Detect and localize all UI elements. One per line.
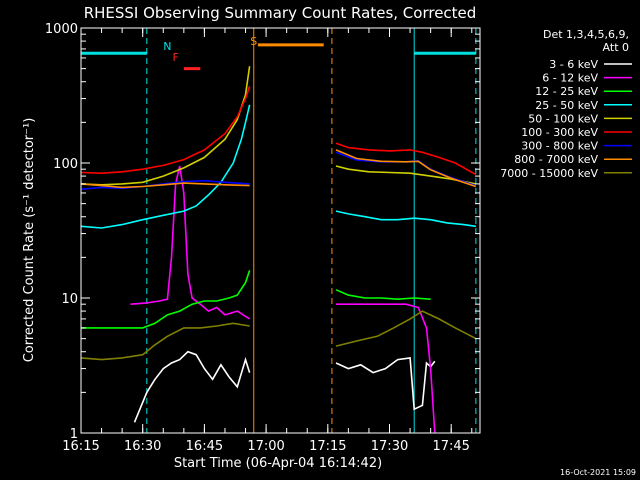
series-line-2 — [81, 270, 431, 329]
instrument-flag-bars — [81, 43, 476, 71]
legend-label-3: 25 - 50 keV — [535, 99, 598, 112]
y-tick-label-2: 100 — [53, 157, 78, 172]
series-line-4 — [80, 66, 477, 186]
legend-label-2: 12 - 25 keV — [535, 85, 598, 98]
y-axis-label: Corrected Count Rate (s⁻¹ detector⁻¹) — [22, 118, 37, 363]
plot-frame — [80, 27, 481, 434]
legend-label-0: 3 - 6 keV — [549, 58, 598, 71]
legend-label-8: 7000 - 15000 keV — [500, 167, 598, 180]
legend-label-5: 100 - 300 keV — [521, 126, 598, 139]
y-axis: 1 10 100 1000 — [45, 22, 480, 442]
state-change-lines — [146, 28, 477, 433]
x-tick-label-0: 16:15 — [62, 439, 99, 454]
legend-header-0: Det 1,3,4,5,6,9, — [543, 28, 629, 41]
y-tick-label-0: 1 — [70, 427, 78, 442]
x-tick-label-3: 17:00 — [247, 439, 284, 454]
series-line-6 — [80, 151, 477, 190]
series-line-3 — [80, 104, 477, 229]
legend-header-1: Att 0 — [603, 41, 629, 54]
legend-label-1: 6 - 12 keV — [542, 72, 598, 85]
series-line-1 — [130, 165, 436, 434]
y-tick-label-1: 10 — [61, 292, 78, 307]
x-axis-label: Start Time (06-Apr-04 16:14:42) — [174, 456, 382, 471]
y-tick-label-3: 1000 — [45, 22, 78, 37]
x-tick-label-1: 16:30 — [124, 439, 161, 454]
x-tick-label-6: 17:45 — [432, 439, 469, 454]
legend-label-4: 50 - 100 keV — [528, 112, 598, 125]
series-lines — [80, 66, 477, 434]
series-line-5 — [80, 86, 477, 176]
series-line-0 — [133, 350, 436, 423]
annotation-0: N — [163, 40, 171, 53]
x-tick-label-2: 16:45 — [186, 439, 223, 454]
legend-label-7: 800 - 7000 keV — [514, 153, 598, 166]
footer-timestamp: 16-Oct-2021 15:09 — [560, 468, 636, 477]
x-tick-label-5: 17:30 — [371, 439, 408, 454]
annotation-2: S — [250, 35, 257, 48]
x-axis: 16:15 16:30 16:45 17:00 17:15 17:30 17:45 — [62, 28, 473, 454]
annotation-1: F — [172, 51, 178, 64]
legend-label-6: 300 - 800 keV — [521, 140, 598, 153]
series-line-8 — [80, 310, 477, 361]
chart-title: RHESSI Observing Summary Count Rates, Co… — [84, 4, 477, 22]
series-line-7 — [80, 149, 477, 189]
x-tick-label-4: 17:15 — [309, 439, 346, 454]
annotations: NF S — [163, 35, 257, 64]
